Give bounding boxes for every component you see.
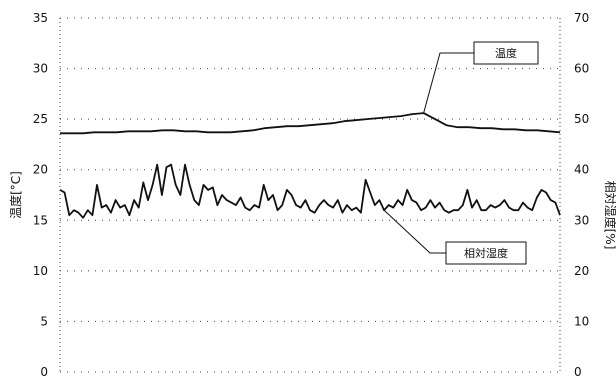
right-tick-label: 50 bbox=[574, 112, 589, 126]
left-tick-label: 25 bbox=[33, 112, 48, 126]
right-tick-label: 30 bbox=[574, 213, 589, 227]
series-layer bbox=[59, 112, 561, 219]
legend-label: 相対湿度 bbox=[464, 246, 508, 260]
left-tick-label: 0 bbox=[40, 365, 48, 379]
left-tick-label: 5 bbox=[40, 314, 48, 328]
legend-box bbox=[473, 41, 539, 65]
left-tick-label: 20 bbox=[33, 163, 48, 177]
right-tick-label: 40 bbox=[574, 163, 589, 177]
axis-layer bbox=[59, 18, 561, 372]
right-tick-label: 60 bbox=[574, 62, 589, 76]
axis-title-layer: 温度[°C] 相対湿度[%] bbox=[8, 171, 616, 249]
right-tick-label: 10 bbox=[574, 314, 589, 328]
right-tick-label: 20 bbox=[574, 264, 589, 278]
legend-label: 温度 bbox=[495, 46, 517, 60]
grid-layer bbox=[60, 17, 560, 373]
legend-leader-line bbox=[383, 209, 446, 254]
right-tick-label: 70 bbox=[574, 11, 589, 25]
legend-box bbox=[445, 241, 527, 265]
series-line-1 bbox=[59, 163, 561, 219]
left-tick-label: 35 bbox=[33, 11, 48, 25]
right-axis-title: 相対湿度[%] bbox=[603, 181, 616, 250]
left-tick-label: 30 bbox=[33, 62, 48, 76]
right-tick-label: 0 bbox=[574, 365, 582, 379]
legend-leader-line bbox=[423, 52, 474, 114]
left-axis-title: 温度[°C] bbox=[8, 171, 23, 219]
series-line-0 bbox=[60, 112, 561, 135]
left-tick-label: 10 bbox=[33, 264, 48, 278]
tick-label-layer: 0 5 10 15 20 25 30 35 0 10 20 30 40 50 60 70 bbox=[33, 11, 590, 379]
left-tick-label: 15 bbox=[33, 213, 48, 227]
